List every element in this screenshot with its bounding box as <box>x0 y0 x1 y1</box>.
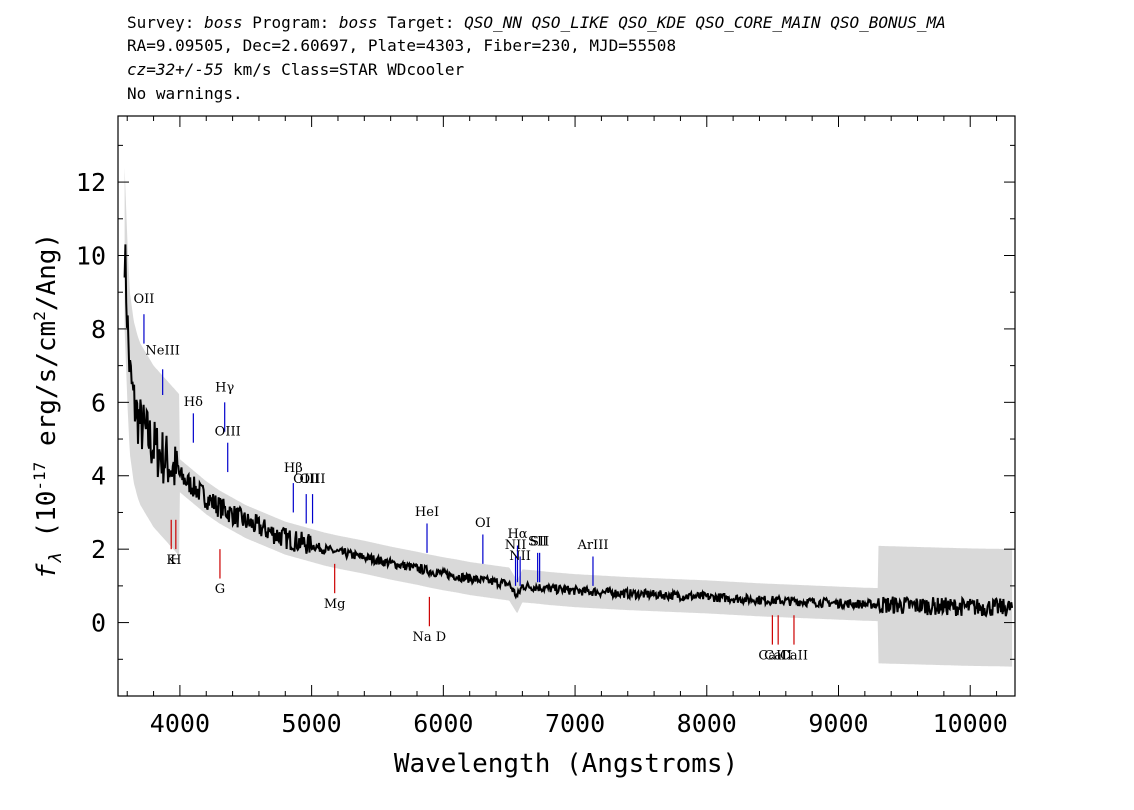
header-line-redshift: cz=32+/-55 km/s Class=STAR WDcooler <box>127 61 464 79</box>
header-survey-part-0: Survey: <box>127 13 205 32</box>
flux-noise-band <box>124 167 1013 667</box>
header-survey-part-2: Program: <box>242 13 339 32</box>
spectral-line-markers: OIINeIIIHδHγOIIIHβOIIIOIIIHeIOINIIHαNIIS… <box>133 292 807 663</box>
line-label-CaII: CaII <box>780 648 808 663</box>
line-label-Na-D: Na D <box>413 630 447 645</box>
header-line-survey: Survey: boss Program: boss Target: QSO_N… <box>127 14 946 32</box>
x-tick-label: 6000 <box>413 709 473 738</box>
line-label-OII: OII <box>133 292 154 307</box>
y-tick-label: 12 <box>76 168 106 197</box>
noise-band <box>124 167 1013 667</box>
y-tick-label: 10 <box>76 241 106 270</box>
header-redshift-part-0: cz=32+/-55 <box>127 60 224 79</box>
header-survey-part-3: boss <box>338 13 378 32</box>
line-label-H: H <box>170 553 181 568</box>
line-label-OIII: OIII <box>293 472 319 487</box>
line-label-NII: NII <box>509 549 531 564</box>
x-axis-label: Wavelength (Angstroms) <box>394 749 738 779</box>
header-line-warnings: No warnings. <box>127 84 243 103</box>
y-tick-label: 0 <box>91 609 106 638</box>
header-line-coords: RA=9.09505, Dec=2.60697, Plate=4303, Fib… <box>127 36 677 55</box>
line-label-Mg: Mg <box>324 597 346 612</box>
y-tick-label: 8 <box>91 315 106 344</box>
line-label-K: K <box>166 553 176 568</box>
header-survey-part-5: QSO_NN QSO_LIKE QSO_KDE QSO_CORE_MAIN QS… <box>464 13 946 32</box>
line-label-CaII: CaII <box>758 648 786 663</box>
line-label-OI: OI <box>475 516 491 531</box>
line-label-SII: SII <box>530 534 549 549</box>
line-label-NII: NII <box>505 538 527 553</box>
x-tick-label: 5000 <box>282 709 342 738</box>
axis-ticks: 4000 5000 6000 7000 8000 9000 10000 0 2 4 6 8 10 12 <box>76 116 1015 738</box>
line-label-OIII: OIII <box>215 424 241 439</box>
line-label-SII: SII <box>528 534 547 549</box>
header-survey-part-1: boss <box>204 13 243 32</box>
header-survey-part-4: Target: <box>377 13 465 32</box>
line-label-G: G <box>215 582 225 597</box>
line-label-OIII: OIII <box>300 472 326 487</box>
header-redshift-part-1: km/s Class=STAR WDcooler <box>223 60 465 79</box>
x-tick-label: 8000 <box>677 709 737 738</box>
line-label-HeI: HeI <box>415 505 439 520</box>
y-tick-label: 4 <box>91 462 106 491</box>
flux-line <box>123 244 1014 618</box>
x-tick-label: 9000 <box>808 709 868 738</box>
plot-frame <box>117 115 1016 697</box>
x-tick-label: 7000 <box>545 709 605 738</box>
line-label-CaII: CaII <box>764 648 792 663</box>
y-tick-label: 6 <box>91 388 106 417</box>
line-label-Hβ: Hβ <box>284 461 303 476</box>
flux-series <box>123 244 1014 618</box>
x-tick-label: 10000 <box>933 709 1008 738</box>
y-axis-label: fλ (10-17 erg/s/cm2/Ang) <box>30 233 66 579</box>
x-tick-label: 4000 <box>150 709 210 738</box>
line-label-Hδ: Hδ <box>184 395 203 410</box>
line-label-Hα: Hα <box>507 527 527 542</box>
line-label-Hγ: Hγ <box>215 380 234 395</box>
line-label-ArIII: ArIII <box>576 538 608 553</box>
line-label-NeIII: NeIII <box>145 344 179 359</box>
y-tick-label: 2 <box>91 535 106 564</box>
